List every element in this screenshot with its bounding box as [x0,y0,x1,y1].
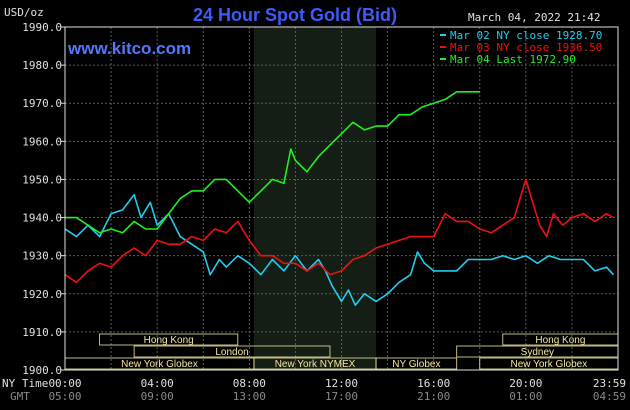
gmt-tick-label: 13:00 [233,390,266,403]
gmt-axis-label: GMT [10,390,30,403]
session-label-7: New York Globex [511,359,588,370]
gmt-tick-label: 04:59 [593,390,626,403]
session-box-2 [133,345,331,358]
series-line-0 [64,193,614,306]
y-tick-label: 1940.0 [22,212,62,225]
brand-logo-text[interactable]: www.kitco.com [67,39,191,58]
session-box-6 [375,357,458,370]
y-tick-label: 1970.0 [22,97,62,110]
x-tick-label: 12:00 [325,377,358,390]
y-tick-label: 1980.0 [22,59,62,72]
session-label-2: London [215,347,248,358]
ny-time-axis-label: NY Time [2,377,48,390]
y-tick-label: 1920.0 [22,288,62,301]
x-tick-label: 00:00 [48,377,81,390]
session-label-5: New York NYMEX [275,359,356,370]
gmt-tick-label: 17:00 [325,390,358,403]
session-box-0 [99,333,239,346]
gmt-tick-label: 09:00 [141,390,174,403]
session-label-4: New York Globex [121,359,198,370]
gmt-tick-label: 01:00 [509,390,542,403]
units-label: USD/oz [4,6,44,19]
session-label-3: Sydney [521,347,554,358]
x-tick-label: 16:00 [417,377,450,390]
legend-entry-0: Mar 02 NY close 1928.70 [450,29,602,42]
gmt-tick-label: 21:00 [417,390,450,403]
series-line-1 [64,178,614,284]
timestamp: March 04, 2022 21:42 [468,11,600,24]
gmt-tick-label: 05:00 [48,390,81,403]
nymex-highlight-band [253,27,377,370]
x-tick-label: 08:00 [233,377,266,390]
y-tick-label: 1900.0 [22,364,62,377]
legend-entry-2: Mar 04 Last 1972.90 [450,53,576,66]
session-label-6: NY Globex [392,359,440,370]
y-tick-label: 1930.0 [22,250,62,263]
chart-title: 24 Hour Spot Gold (Bid) [193,5,397,25]
series-line-2 [65,91,480,234]
x-tick-label: 20:00 [509,377,542,390]
y-tick-label: 1950.0 [22,173,62,186]
y-tick-label: 1910.0 [22,326,62,339]
x-tick-label: 04:00 [141,377,174,390]
y-tick-label: 1990.0 [22,21,62,34]
y-tick-label: 1960.0 [22,135,62,148]
plot-frame [64,26,619,371]
x-tick-label: 23:59 [593,377,626,390]
session-label-1: Hong Kong [535,335,585,346]
session-label-0: Hong Kong [144,335,194,346]
legend-entry-1: Mar 03 NY close 1936.50 [450,41,602,54]
